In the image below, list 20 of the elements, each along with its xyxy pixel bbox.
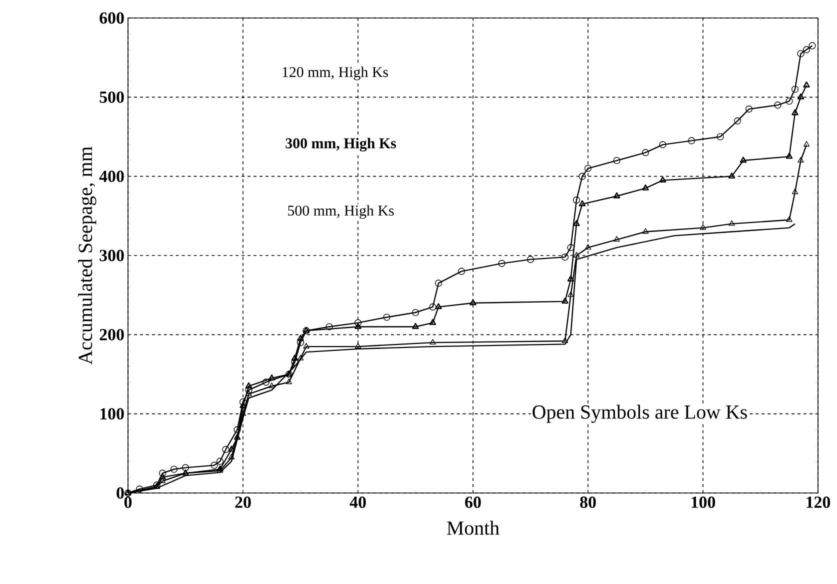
y-tick-label: 600 <box>100 12 124 24</box>
y-tick-label: 300 <box>100 250 124 262</box>
x-tick-label: 0 <box>124 496 132 508</box>
x-tick-label: 40 <box>350 496 366 508</box>
y-tick-label: 0 <box>116 487 124 499</box>
annotation: 500 mm, High Ks <box>288 205 394 219</box>
y-tick-label: 400 <box>99 170 124 182</box>
x-axis-title: Month <box>447 520 500 535</box>
x-tick-label: 120 <box>806 496 830 508</box>
x-tick-label: 60 <box>465 496 481 508</box>
annotation: 300 mm, High Ks <box>286 138 396 152</box>
annotation: Open Symbols are Low Ks <box>532 404 747 423</box>
x-tick-label: 100 <box>692 496 716 508</box>
y-tick-label: 100 <box>100 408 124 420</box>
x-tick-label: 80 <box>580 496 596 508</box>
x-tick-label: 20 <box>235 496 251 508</box>
y-tick-label: 500 <box>100 91 124 103</box>
annotation: 120 mm, High Ks <box>282 66 388 80</box>
y-tick-label: 200 <box>100 328 124 340</box>
y-axis-title: Accumulated Seepage, mm <box>78 146 96 365</box>
